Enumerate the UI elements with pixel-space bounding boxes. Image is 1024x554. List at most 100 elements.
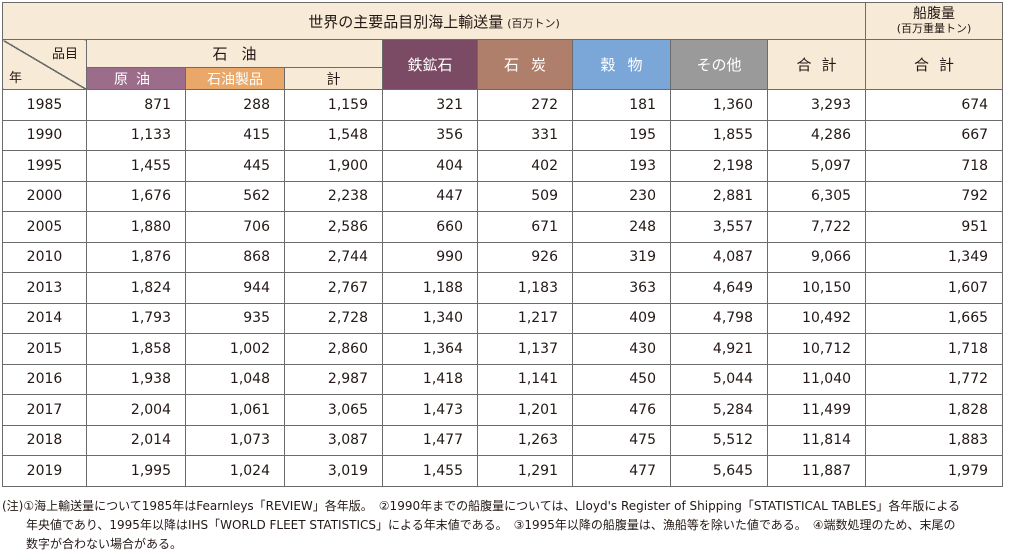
coal-cell: 1,183	[477, 272, 573, 304]
oil-products-cell: 706	[185, 211, 285, 243]
iron-ore-header: 鉄鉱石	[382, 39, 478, 90]
coal-cell: 402	[477, 150, 573, 182]
crude-oil-cell: 1,858	[86, 333, 186, 365]
coal-cell: 1,291	[477, 455, 573, 487]
year-cell: 2014	[2, 302, 87, 334]
table-row: 2019 1,995 1,024 3,019 1,455 1,291 477 5,645 11,…	[2, 455, 1004, 487]
grain-header: 穀物	[572, 39, 671, 90]
other-cell: 5,284	[670, 394, 768, 426]
note-line-3: 数字が合わない場合がある。	[2, 537, 183, 551]
crude-oil-cell: 1,995	[86, 455, 186, 487]
ship-capacity-cell: 1,665	[865, 302, 1004, 334]
oil-products-cell: 944	[185, 272, 285, 304]
crude-oil-cell: 1,455	[86, 150, 186, 182]
iron-ore-cell: 321	[382, 89, 478, 121]
shipping-volume-table: 世界の主要品目別海上輸送量 (百万トン) 船腹量 (百万重量トン) 品目 年 石油 …	[1, 2, 1004, 487]
corner-year-label: 年	[9, 71, 23, 86]
year-cell: 2018	[2, 424, 87, 456]
oil-products-cell: 935	[185, 302, 285, 334]
other-cell: 1,360	[670, 89, 768, 121]
coal-cell: 509	[477, 180, 573, 212]
grand-total-cell: 11,499	[766, 394, 867, 426]
ship-capacity-cell: 1,607	[865, 272, 1004, 304]
ship-capacity-cell: 1,772	[865, 363, 1004, 395]
grain-cell: 430	[572, 333, 671, 365]
iron-ore-cell: 404	[382, 150, 478, 182]
year-cell: 2013	[2, 272, 87, 304]
year-cell: 2015	[2, 333, 87, 365]
oil-products-cell: 445	[185, 150, 285, 182]
oil-total-cell: 3,019	[284, 455, 383, 487]
ship-capacity-cell: 1,828	[865, 394, 1004, 426]
grain-cell: 409	[572, 302, 671, 334]
grand-total-cell: 11,887	[766, 455, 867, 487]
iron-ore-cell: 1,188	[382, 272, 478, 304]
grain-cell: 476	[572, 394, 671, 426]
crude-oil-cell: 1,676	[86, 180, 186, 212]
other-cell: 4,087	[670, 241, 768, 273]
corner-item-label: 品目	[51, 47, 78, 62]
iron-ore-cell: 660	[382, 211, 478, 243]
oil-products-cell: 1,048	[185, 363, 285, 395]
coal-cell: 1,137	[477, 333, 573, 365]
iron-ore-cell: 1,477	[382, 424, 478, 456]
crude-oil-cell: 1,938	[86, 363, 186, 395]
year-cell: 2017	[2, 394, 87, 426]
oil-total-cell: 2,238	[284, 180, 383, 212]
coal-cell: 272	[477, 89, 573, 121]
grain-cell: 195	[572, 119, 671, 151]
ship-capacity-cell: 792	[865, 180, 1004, 212]
grand-total-cell: 5,097	[766, 150, 867, 182]
ship-capacity-cell: 1,883	[865, 424, 1004, 456]
grand-total-cell: 10,150	[766, 272, 867, 304]
other-cell: 1,855	[670, 119, 768, 151]
table-row: 2013 1,824 944 2,767 1,188 1,183 363 4,649 10,15…	[2, 272, 1004, 304]
iron-ore-cell: 356	[382, 119, 478, 151]
coal-cell: 1,141	[477, 363, 573, 395]
grand-total-cell: 10,712	[766, 333, 867, 365]
iron-ore-cell: 1,340	[382, 302, 478, 334]
coal-cell: 1,263	[477, 424, 573, 456]
grand-total-cell: 3,293	[766, 89, 867, 121]
oil-products-header: 石油製品	[185, 67, 285, 90]
coal-cell: 1,217	[477, 302, 573, 334]
crude-oil-cell: 1,876	[86, 241, 186, 273]
oil-total-cell: 2,586	[284, 211, 383, 243]
crude-oil-cell: 871	[86, 89, 186, 121]
year-cell: 2019	[2, 455, 87, 487]
iron-ore-cell: 1,364	[382, 333, 478, 365]
year-cell: 2016	[2, 363, 87, 395]
table-title: 世界の主要品目別海上輸送量 (百万トン)	[1, 2, 867, 40]
grain-cell: 475	[572, 424, 671, 456]
grain-cell: 450	[572, 363, 671, 395]
title-unit: (百万トン)	[507, 16, 560, 30]
grand-total-cell: 9,066	[766, 241, 867, 273]
oil-total-cell: 2,744	[284, 241, 383, 273]
iron-ore-cell: 447	[382, 180, 478, 212]
table-row: 1985 871 288 1,159 321 272 181 1,360 3,293 674	[2, 89, 1004, 121]
iron-ore-cell: 1,418	[382, 363, 478, 395]
oil-products-cell: 868	[185, 241, 285, 273]
coal-cell: 671	[477, 211, 573, 243]
crude-oil-cell: 2,014	[86, 424, 186, 456]
grain-cell: 181	[572, 89, 671, 121]
crude-oil-cell: 1,793	[86, 302, 186, 334]
note-line-1: (注)①海上輸送量について1985年はFearnleys「REVIEW」各年版。…	[2, 499, 960, 513]
year-cell: 1985	[2, 89, 87, 121]
grain-cell: 319	[572, 241, 671, 273]
year-cell: 2000	[2, 180, 87, 212]
grain-cell: 363	[572, 272, 671, 304]
table-notes: (注)①海上輸送量について1985年はFearnleys「REVIEW」各年版。…	[2, 497, 1020, 554]
ship-capacity-cell: 1,979	[865, 455, 1004, 487]
grand-total-cell: 11,040	[766, 363, 867, 395]
corner-header: 品目 年	[2, 39, 87, 90]
grain-cell: 193	[572, 150, 671, 182]
grand-total-cell: 6,305	[766, 180, 867, 212]
iron-ore-cell: 990	[382, 241, 478, 273]
other-cell: 5,512	[670, 424, 768, 456]
table-body: 1985 871 288 1,159 321 272 181 1,360 3,293 674 199…	[2, 89, 1004, 487]
grain-cell: 248	[572, 211, 671, 243]
coal-cell: 331	[477, 119, 573, 151]
table-row: 2015 1,858 1,002 2,860 1,364 1,137 430 4,921 10,…	[2, 333, 1004, 365]
table-row: 2014 1,793 935 2,728 1,340 1,217 409 4,798 10,49…	[2, 302, 1004, 334]
